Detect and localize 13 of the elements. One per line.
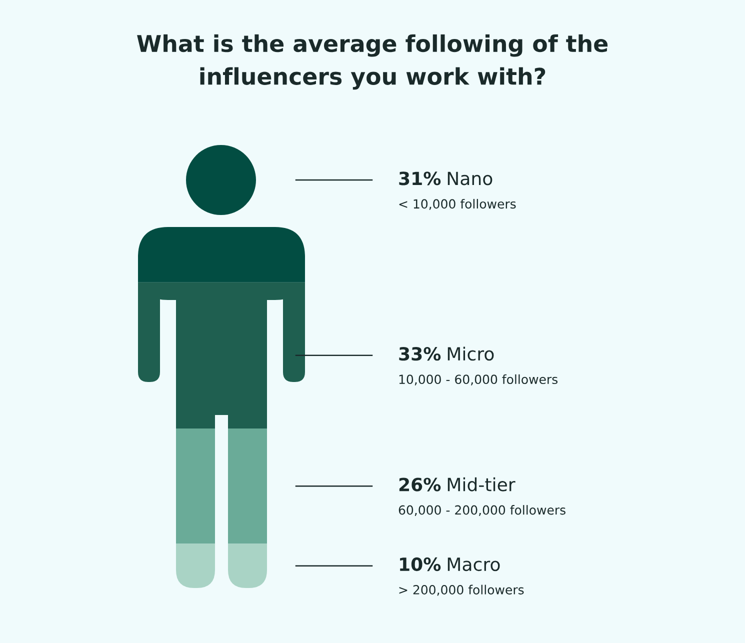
data-label: 10% — [400, 557, 441, 572]
category-label: Macro — [448, 558, 500, 572]
text: 60,000 - 200,000 followers — [398, 505, 566, 516]
text: > 200,000 followers — [399, 584, 524, 596]
text: What is the average following of the influencers you work with? — [137, 34, 608, 90]
data-label: 26% — [399, 478, 441, 492]
data-label: 31% — [399, 172, 441, 186]
category-label: Mid-tier — [448, 477, 516, 492]
text: 10,000 - 60,000 followers — [399, 374, 558, 386]
data-label: 33% — [399, 347, 441, 361]
text: < 10,000 followers — [399, 198, 516, 210]
category-label: Nano — [448, 172, 492, 186]
category-label: Micro — [448, 346, 494, 361]
